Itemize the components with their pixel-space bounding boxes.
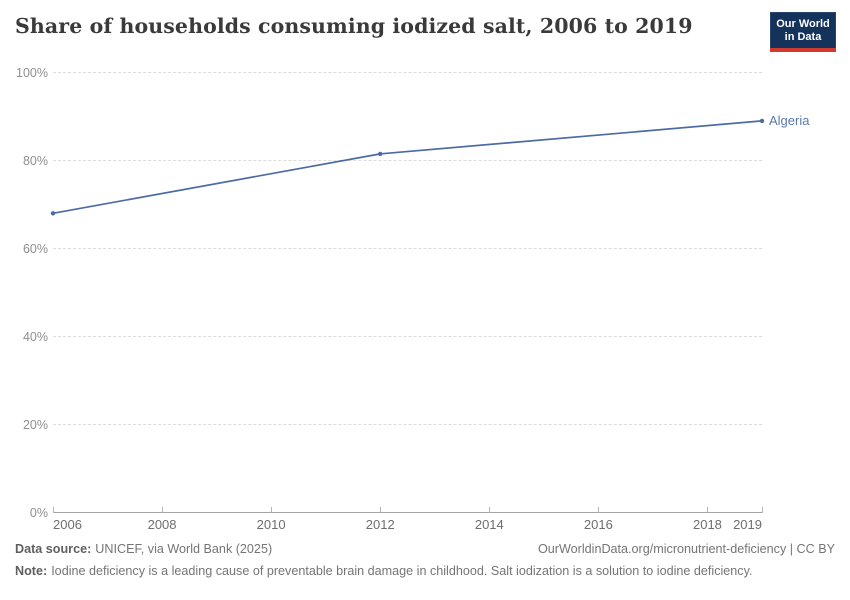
x-tick-label: 2012 — [365, 516, 395, 532]
y-tick-label: 60% — [22, 241, 48, 256]
x-tick-label: 2018 — [692, 516, 722, 532]
x-tick-mark — [161, 506, 163, 513]
logo-accent-bar — [770, 48, 836, 52]
y-tick-label: 0% — [29, 505, 48, 520]
x-tick-label: 2019 — [733, 516, 762, 532]
data-point-marker[interactable] — [378, 151, 383, 157]
owid-logo-line2: in Data — [784, 30, 822, 43]
x-tick-label: 2016 — [583, 516, 613, 532]
y-tick-label: 20% — [22, 417, 48, 432]
x-tick-mark — [761, 506, 763, 513]
datasource-text[interactable]: UNICEF, via World Bank (2025) — [95, 542, 273, 556]
gridline-100 — [53, 72, 762, 73]
y-tick-label: 80% — [22, 153, 48, 168]
x-tick-mark — [379, 506, 381, 513]
series-line-algeria[interactable] — [52, 120, 763, 215]
x-axis-line — [53, 512, 762, 513]
owid-logo-line1: Our World — [776, 17, 830, 30]
x-tick-label: 2006 — [53, 516, 82, 532]
data-point-marker[interactable] — [50, 211, 56, 216]
y-tick-label: 40% — [22, 329, 48, 344]
gridline-20 — [53, 424, 762, 425]
chart-footer: Data source: UNICEF, via World Bank (2025… — [15, 541, 835, 585]
note-label: Note: — [15, 564, 48, 578]
gridline-80 — [53, 160, 762, 161]
owid-logo-text: Our World in Data — [770, 12, 836, 48]
x-tick-mark — [488, 506, 490, 513]
x-tick-label: 2010 — [256, 516, 286, 532]
note-text: Iodine deficiency is a leading cause of … — [51, 564, 753, 578]
x-tick-mark — [270, 506, 272, 513]
y-tick-label: 100% — [16, 65, 48, 80]
x-tick-label: 2014 — [474, 516, 504, 532]
series-label-algeria[interactable]: Algeria — [769, 112, 810, 128]
datasource-label: Data source: — [15, 542, 92, 556]
x-tick-mark — [706, 506, 708, 513]
gridline-40 — [53, 336, 762, 337]
note-line: Note: Iodine deficiency is a leading caus… — [15, 563, 752, 579]
data-point-marker[interactable] — [759, 118, 765, 124]
x-tick-mark — [52, 506, 54, 513]
owid-logo[interactable]: Our World in Data — [770, 12, 836, 52]
gridline-60 — [53, 248, 762, 249]
x-tick-mark — [597, 506, 599, 513]
datasource-line: Data source: UNICEF, via World Bank (2025… — [15, 541, 272, 557]
chart-title: Share of households consuming iodized sa… — [15, 14, 693, 38]
x-tick-label: 2008 — [147, 516, 177, 532]
footer-url[interactable]: OurWorldinData.org/micronutrient-deficie… — [538, 542, 835, 556]
